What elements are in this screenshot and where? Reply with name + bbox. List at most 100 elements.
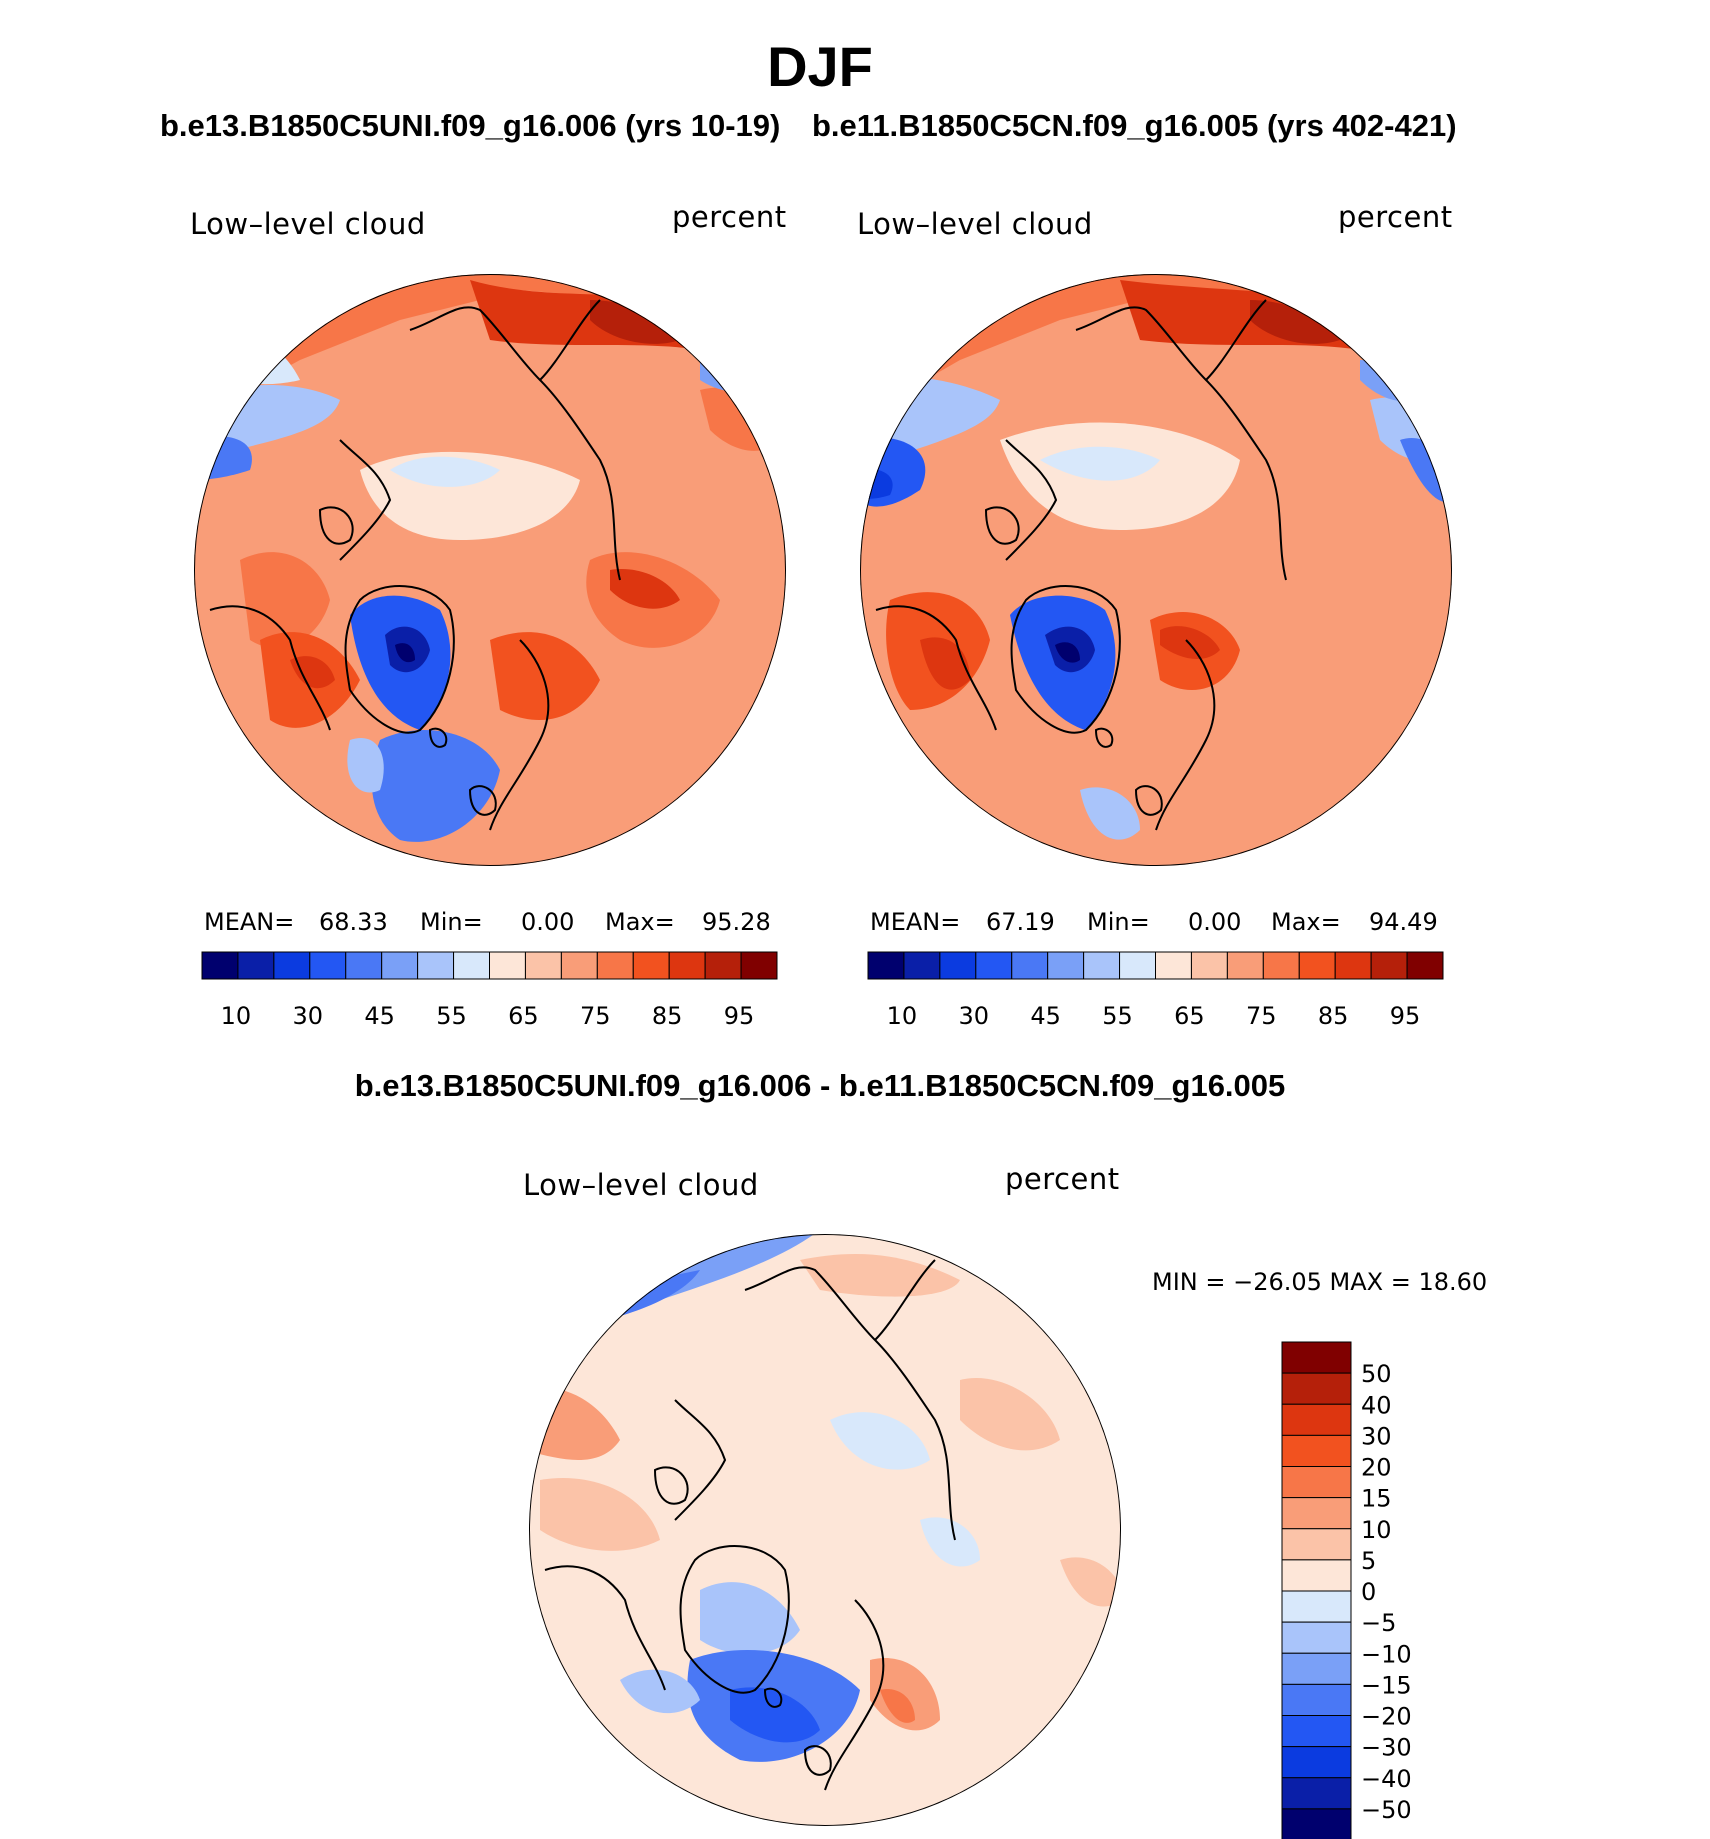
panel2-colorbar-swatch xyxy=(1155,951,1192,980)
panel1-colorbar-swatch xyxy=(273,951,311,980)
diff-min-max: MIN = −26.05 MAX = 18.60 xyxy=(1152,1268,1488,1296)
panel2-colorbar-tick-label: 55 xyxy=(1102,1002,1133,1030)
difference-colorbar-tick-label: −50 xyxy=(1361,1796,1412,1824)
difference-colorbar-tick-label: 10 xyxy=(1361,1516,1392,1544)
difference-colorbar-tick-label: 30 xyxy=(1361,1422,1392,1450)
difference-colorbar-tick-label: −15 xyxy=(1361,1671,1412,1699)
difference-title: b.e13.B1850C5UNI.f09_g16.006 - b.e11.B18… xyxy=(354,1068,1286,1103)
panel1-variable-label: Low–level cloud xyxy=(190,207,426,241)
difference-colorbar-tick-label: 15 xyxy=(1361,1485,1392,1513)
panel1-max-value: 95.28 xyxy=(702,908,771,936)
difference-colorbar-tick-label: 20 xyxy=(1361,1454,1392,1482)
difference-colorbar-swatch xyxy=(1281,1497,1352,1530)
difference-colorbar-swatch xyxy=(1281,1372,1352,1405)
difference-colorbar-tick-label: 40 xyxy=(1361,1391,1392,1419)
panel1-colorbar-tick-label: 75 xyxy=(580,1002,611,1030)
difference-colorbar-tick-label: 50 xyxy=(1361,1360,1392,1388)
panel2-colorbar-tick-label: 30 xyxy=(959,1002,990,1030)
panel2-mean-value: 67.19 xyxy=(986,908,1055,936)
panel2-colorbar-swatch xyxy=(867,951,905,980)
difference-map xyxy=(529,1234,1121,1826)
difference-colorbar-tick-label: 0 xyxy=(1361,1578,1376,1606)
difference-colorbar-swatch xyxy=(1281,1528,1352,1561)
panel1-colorbar-swatch xyxy=(489,951,526,980)
panel2-colorbar-swatch xyxy=(975,951,1013,980)
difference-colorbar-swatch xyxy=(1281,1746,1352,1779)
panel1-colorbar-swatch xyxy=(237,951,275,980)
panel2-colorbar-swatch xyxy=(1119,951,1156,980)
panel2-colorbar: 10 30 45 55 65 75 85 95 xyxy=(867,951,1444,1030)
panel1-colorbar-tick-label: 85 xyxy=(652,1002,683,1030)
difference-colorbar-tick-label: −20 xyxy=(1361,1703,1412,1731)
panel2-mean-label: MEAN= xyxy=(870,908,961,936)
panel2-colorbar-swatch xyxy=(1262,951,1300,980)
panel1-colorbar-swatch xyxy=(417,951,455,980)
panel1-colorbar-swatch xyxy=(596,951,634,980)
difference-colorbar-tick-label: −40 xyxy=(1361,1765,1412,1793)
panel2-colorbar-tick-label: 95 xyxy=(1390,1002,1421,1030)
panel2-max-label: Max= xyxy=(1271,908,1341,936)
panel1-experiment-title: b.e13.B1850C5UNI.f09_g16.006 (yrs 10-19) xyxy=(160,108,781,143)
panel1-colorbar-swatch xyxy=(632,951,670,980)
difference-colorbar-tick-label: −10 xyxy=(1361,1640,1412,1668)
diff-variable-label: Low–level cloud xyxy=(523,1168,759,1202)
panel2-colorbar-swatch xyxy=(1298,951,1336,980)
panel2-colorbar-tick-label: 65 xyxy=(1174,1002,1205,1030)
panel2-min-value: 0.00 xyxy=(1188,908,1242,936)
difference-colorbar-swatch xyxy=(1281,1621,1352,1654)
panel1-colorbar-tick-label: 10 xyxy=(221,1002,252,1030)
panel2-colorbar-swatch xyxy=(1083,951,1121,980)
difference-colorbar-swatch xyxy=(1281,1715,1352,1748)
difference-colorbar-swatch xyxy=(1281,1403,1352,1436)
panel1-max-label: Max= xyxy=(605,908,675,936)
panel1-colorbar-swatch xyxy=(668,951,706,980)
difference-colorbar-swatch xyxy=(1281,1590,1352,1623)
panel1-colorbar-tick-label: 30 xyxy=(293,1002,324,1030)
panel1-colorbar: 10 30 45 55 65 75 85 95 xyxy=(201,951,778,1030)
panel1-mean-label: MEAN= xyxy=(204,908,295,936)
panel1-mean-value: 68.33 xyxy=(319,908,388,936)
panel2-colorbar-tick-label: 85 xyxy=(1318,1002,1349,1030)
difference-colorbar-swatch xyxy=(1281,1683,1352,1716)
diff-units-label: percent xyxy=(1005,1162,1120,1196)
panel1-colorbar-swatch xyxy=(309,951,347,980)
difference-colorbar-swatch xyxy=(1281,1808,1352,1839)
panel1-colorbar-swatch xyxy=(345,951,383,980)
panel2-colorbar-swatch xyxy=(939,951,977,980)
panel1-colorbar-swatch xyxy=(201,951,239,980)
difference-colorbar-swatch xyxy=(1281,1777,1352,1810)
panel2-max-value: 94.49 xyxy=(1369,908,1438,936)
panel2-variable-label: Low–level cloud xyxy=(857,207,1093,241)
panel1-colorbar-tick-label: 65 xyxy=(508,1002,539,1030)
difference-colorbar-swatch xyxy=(1281,1559,1352,1592)
panel2-colorbar-swatch xyxy=(1226,951,1264,980)
panel2-colorbar-tick-label: 10 xyxy=(887,1002,918,1030)
panel1-colorbar-swatch xyxy=(704,951,742,980)
panel1-colorbar-swatch xyxy=(453,951,490,980)
panel2-colorbar-swatch xyxy=(903,951,941,980)
panel1-colorbar-swatch xyxy=(381,951,419,980)
panel2-colorbar-swatch xyxy=(1047,951,1085,980)
panel1-units-label: percent xyxy=(672,200,787,234)
panel1-min-value: 0.00 xyxy=(521,908,575,936)
difference-colorbar-tick-label: 5 xyxy=(1361,1547,1376,1575)
panel2-map xyxy=(860,274,1452,866)
panel1-map xyxy=(194,274,786,866)
panel2-colorbar-swatch xyxy=(1334,951,1372,980)
panel1-min-label: Min= xyxy=(420,908,483,936)
panel2-experiment-title: b.e11.B1850C5CN.f09_g16.005 (yrs 402-421… xyxy=(812,108,1457,143)
difference-colorbar-swatch xyxy=(1281,1466,1352,1499)
panel1-colorbar-swatch xyxy=(524,951,562,980)
panel1-colorbar-tick-label: 55 xyxy=(436,1002,467,1030)
difference-colorbar-swatch xyxy=(1281,1652,1352,1685)
difference-colorbar-tick-label: −30 xyxy=(1361,1734,1412,1762)
difference-colorbar-tick-label: −5 xyxy=(1361,1609,1396,1637)
panel2-colorbar-tick-label: 45 xyxy=(1030,1002,1061,1030)
difference-colorbar-swatch xyxy=(1281,1341,1352,1374)
panel1-colorbar-tick-label: 95 xyxy=(724,1002,755,1030)
difference-colorbar-swatch xyxy=(1281,1434,1352,1467)
panel1-colorbar-tick-label: 45 xyxy=(364,1002,395,1030)
panel2-colorbar-swatch xyxy=(1190,951,1228,980)
